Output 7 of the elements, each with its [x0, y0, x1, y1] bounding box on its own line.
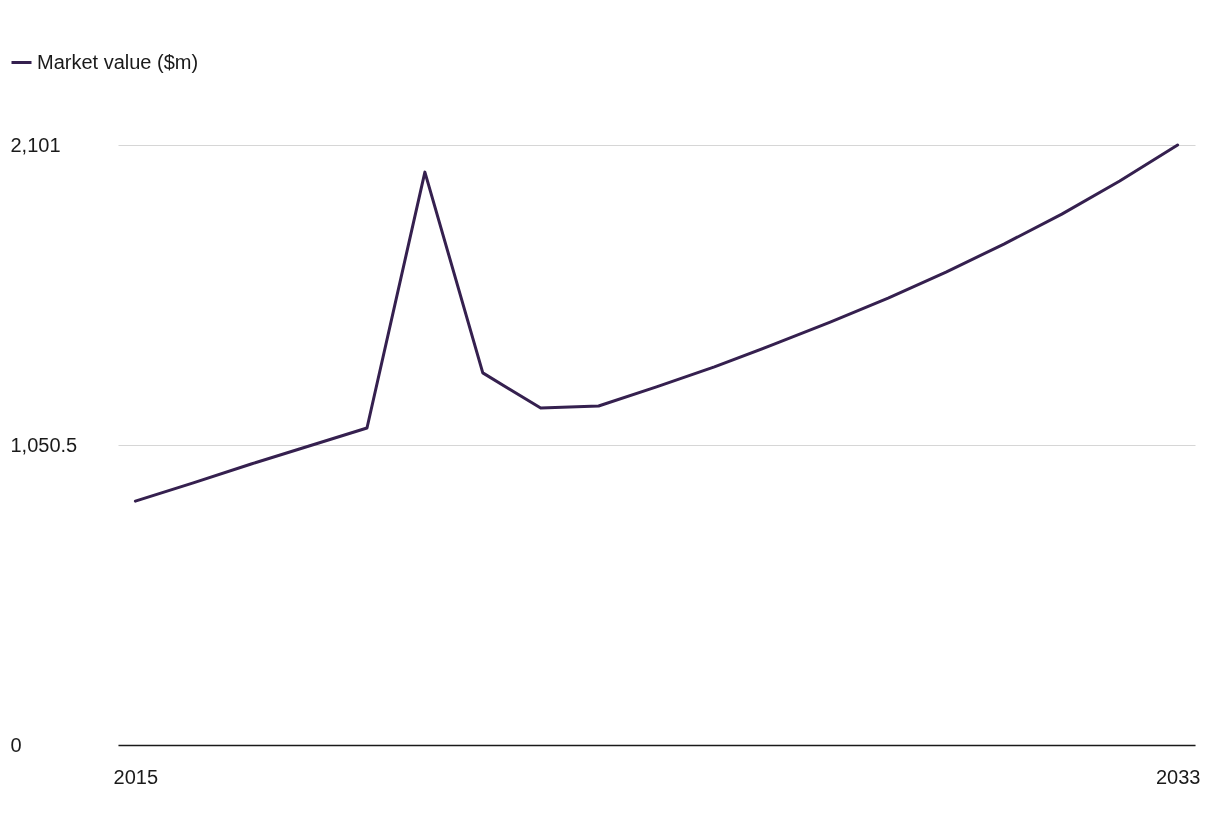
y-tick-label: 2,101	[10, 133, 61, 156]
line-series	[133, 143, 1180, 503]
y-tick-label: 1,050.5	[10, 433, 78, 456]
x-tick-label: 2033	[1155, 765, 1201, 788]
legend-label: Market value ($m)	[37, 50, 199, 73]
y-tick-label: 0	[10, 733, 22, 756]
x-tick-label: 2015	[113, 765, 159, 788]
